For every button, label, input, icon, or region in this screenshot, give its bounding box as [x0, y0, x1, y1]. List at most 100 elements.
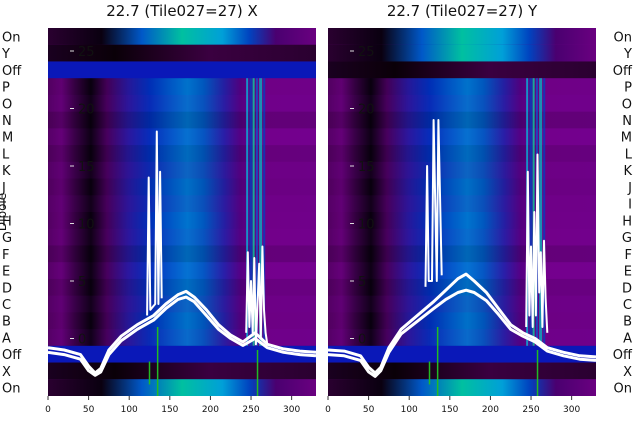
heatmap-row	[328, 111, 596, 129]
heatmap-band	[48, 345, 316, 363]
category-label: B	[2, 315, 11, 330]
heatmap-background	[328, 28, 596, 396]
rfi-stripe	[249, 78, 253, 346]
y-tick-label: 0	[78, 333, 86, 348]
y-tick-label: 25	[358, 45, 375, 60]
heatmap-band	[48, 362, 316, 380]
category-label: P	[2, 81, 10, 96]
heatmap-row	[48, 228, 316, 246]
heatmap-row	[48, 195, 316, 212]
heatmap-row	[48, 212, 316, 229]
heatmap-row	[328, 278, 596, 296]
category-label: A	[623, 331, 632, 346]
y-tick-label: 10	[358, 218, 375, 233]
heatmap-row	[48, 329, 316, 346]
series-line-2	[146, 130, 163, 316]
y-tick-label: 20	[358, 103, 375, 118]
y-tick-label: 20	[78, 103, 95, 118]
category-label: M	[621, 131, 632, 146]
heatmap-row	[48, 145, 316, 162]
x-tick-label: 250	[242, 405, 259, 415]
x-tick-label: 0	[325, 405, 331, 415]
heatmap-row	[328, 145, 596, 162]
category-label: Off	[613, 348, 633, 363]
category-label: X	[623, 365, 632, 380]
heatmap-row	[48, 128, 316, 146]
y-tick-label: 0	[358, 333, 366, 348]
category-label: Y	[1, 47, 10, 62]
series-line-0	[48, 289, 316, 375]
category-label: J	[627, 181, 632, 196]
x-tick-label: 200	[202, 405, 219, 415]
category-label: A	[2, 331, 11, 346]
category-label: E	[624, 265, 632, 280]
heatmap-band	[328, 362, 596, 380]
category-label: Off	[613, 64, 633, 79]
category-label: I	[2, 198, 6, 213]
category-label: N	[622, 114, 632, 129]
heatmap-row	[328, 94, 596, 112]
category-label: G	[2, 231, 12, 246]
rfi-stripe	[543, 78, 546, 346]
heatmap-row	[48, 111, 316, 129]
category-label: L	[625, 147, 633, 162]
rfi-stripe	[539, 78, 543, 346]
category-label: Y	[623, 47, 632, 62]
y-tick-label: 10	[78, 218, 95, 233]
heatmap-row	[48, 245, 316, 263]
chart-title: 22.7 (Tile027=27) X	[106, 2, 257, 20]
category-label: On	[614, 30, 632, 45]
rfi-stripe	[252, 78, 255, 346]
y-tick-label: 15	[358, 160, 375, 175]
x-tick-label: 300	[563, 405, 580, 415]
series-line-3	[245, 245, 269, 346]
y-tick-label: 5	[78, 275, 86, 290]
heatmap-row	[48, 312, 316, 330]
category-label: C	[623, 298, 632, 313]
series-line-2	[424, 119, 443, 287]
heatmap-row	[48, 94, 316, 112]
heatmap-row	[328, 128, 596, 146]
series-line-0	[328, 272, 596, 375]
category-label: I	[628, 198, 632, 213]
series-line-1	[328, 288, 596, 378]
heatmap-row	[48, 161, 316, 179]
category-label: P	[624, 81, 632, 96]
heatmap-row	[328, 245, 596, 263]
y-tick-label: 25	[78, 45, 95, 60]
category-label: C	[2, 298, 11, 313]
category-label: B	[623, 315, 632, 330]
x-tick-label: 100	[121, 405, 138, 415]
x-tick-label: 100	[401, 405, 418, 415]
heatmap-row	[48, 78, 316, 95]
category-label: D	[622, 281, 632, 296]
heatmap-band	[48, 61, 316, 79]
heatmap-row	[328, 161, 596, 179]
series-line-3	[525, 153, 549, 333]
heatmap-row	[48, 262, 316, 279]
heatmap-band	[328, 61, 596, 79]
heatmap-band	[328, 44, 596, 62]
rfi-stripe	[263, 78, 266, 346]
rfi-stripe	[259, 78, 263, 346]
category-label: On	[614, 382, 632, 397]
category-label: K	[623, 164, 632, 179]
rfi-stripe	[255, 78, 258, 346]
heatmap-band	[328, 28, 596, 45]
heatmap-area	[48, 28, 316, 396]
heatmap-background	[48, 28, 316, 396]
rfi-stripe	[246, 78, 249, 346]
y-axis-label: Dipole	[0, 193, 9, 231]
x-tick-label: 0	[45, 405, 51, 415]
rfi-stripe	[529, 78, 533, 346]
category-label: K	[2, 164, 11, 179]
series-line-1	[48, 295, 316, 377]
heatmap-band	[48, 28, 316, 45]
heatmap-row	[48, 178, 316, 196]
x-tick-label: 300	[283, 405, 300, 415]
chart-title: 22.7 (Tile027=27) Y	[387, 2, 538, 20]
heatmap-band	[48, 44, 316, 62]
